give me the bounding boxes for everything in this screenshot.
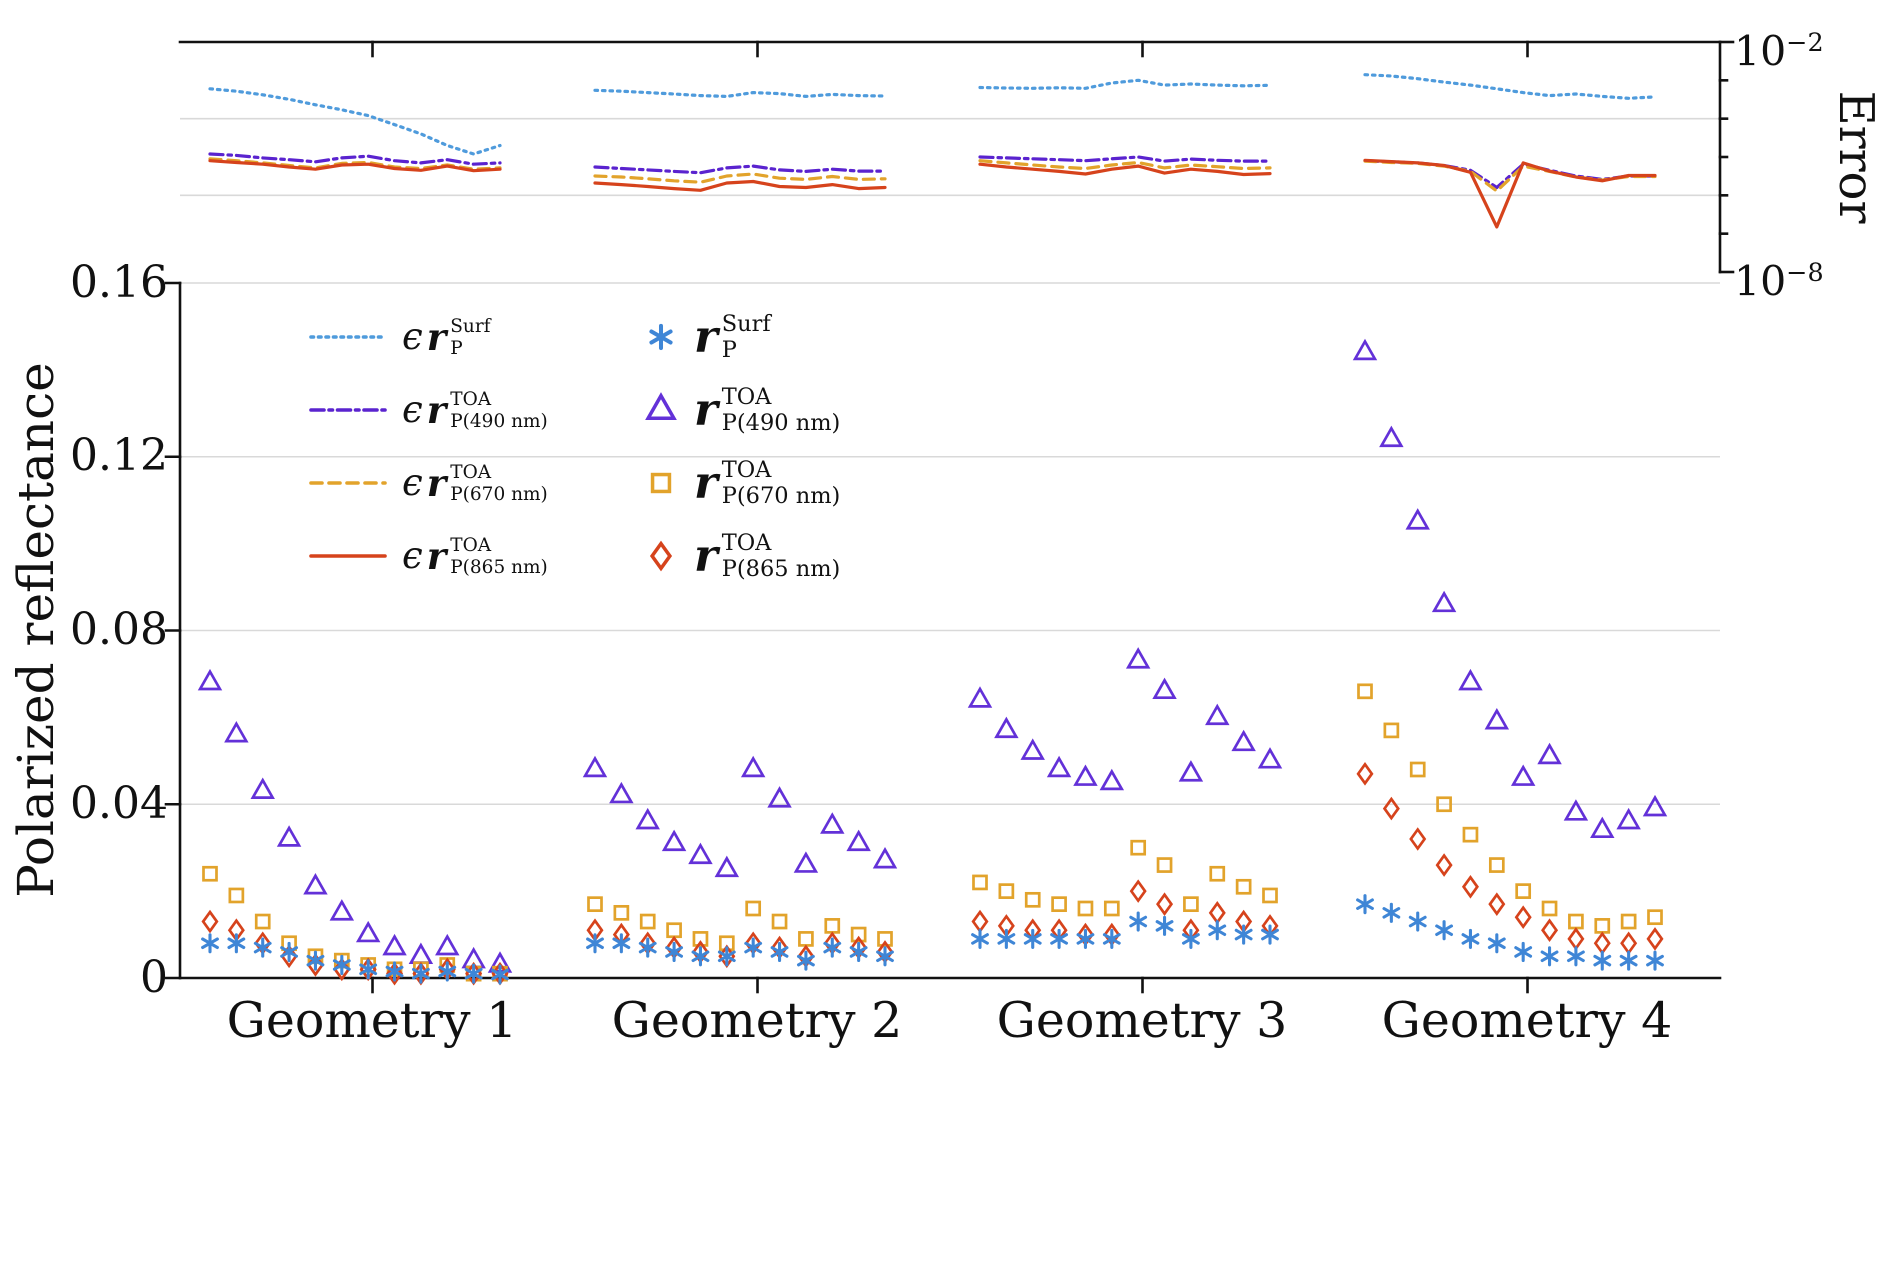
- r-symbol: r: [694, 310, 718, 363]
- r-symbol: r: [694, 529, 718, 582]
- x-tick-label-geometry-2: Geometry 2: [611, 992, 903, 1049]
- asterisk-marker-sample: [649, 323, 673, 350]
- r-symbol: r: [426, 387, 447, 432]
- error-tick-label-1e-8: 10−8: [1734, 244, 1864, 310]
- subscript: P(490 nm): [450, 410, 548, 432]
- legend-label-marker-490: r TOA P(490 nm): [694, 383, 840, 436]
- r-symbol: r: [694, 383, 718, 436]
- subscript: P(670 nm): [721, 482, 841, 509]
- superscript: Surf: [450, 316, 491, 338]
- superscript: TOA: [450, 462, 492, 484]
- legend-item-error-865: ϵ r TOA P(865 nm): [308, 519, 548, 592]
- tick-exponent: −2: [1786, 27, 1824, 57]
- y-tick-label-008: 0.08: [70, 604, 168, 655]
- legend-item-error-490: ϵ r TOA P(490 nm): [308, 373, 548, 446]
- legend-item-error-surf: ϵ r Surf P: [308, 300, 548, 373]
- x-tick-label-geometry-3: Geometry 3: [996, 992, 1288, 1049]
- x-tick-label-geometry-4: Geometry 4: [1381, 992, 1673, 1049]
- subscript: P(490 nm): [721, 409, 841, 436]
- legend-label-error-865: ϵ r TOA P(865 nm): [402, 534, 548, 578]
- superscript: Surf: [721, 310, 771, 337]
- dashed-line-sample: [309, 480, 387, 485]
- r-symbol: r: [426, 533, 447, 578]
- r-symbol: r: [426, 460, 447, 505]
- x-tick-label-geometry-1: Geometry 1: [226, 992, 518, 1049]
- y-tick-label-016: 0.16: [70, 257, 168, 308]
- legend-item-marker-490: r TOA P(490 nm): [642, 373, 840, 446]
- y-tick-label-012: 0.12: [70, 430, 168, 481]
- subscript: P(865 nm): [450, 556, 548, 578]
- r-symbol: r: [426, 314, 447, 359]
- tick-exponent: −8: [1786, 257, 1824, 287]
- legend-label-marker-865: r TOA P(865 nm): [694, 529, 840, 582]
- y-tick-label-0: 0: [140, 952, 168, 1003]
- superscript: TOA: [721, 383, 772, 410]
- error-tick-label-1e-2: 10−2: [1734, 14, 1864, 80]
- superscript: TOA: [721, 456, 772, 483]
- legend-item-error-670: ϵ r TOA P(670 nm): [308, 446, 548, 519]
- y-tick-label-004: 0.04: [70, 778, 168, 829]
- tick-base: 10: [1734, 257, 1787, 306]
- epsilon-symbol: ϵ: [402, 315, 423, 358]
- triangle-marker-sample: [645, 391, 677, 420]
- superscript: TOA: [450, 389, 492, 411]
- legend-label-marker-surf: r Surf P: [694, 310, 771, 363]
- subscript: P(670 nm): [450, 483, 548, 505]
- epsilon-symbol: ϵ: [402, 388, 423, 431]
- tick-base: 10: [1734, 27, 1787, 76]
- subscript: P: [721, 336, 737, 363]
- subscript: P: [450, 337, 463, 359]
- legend-item-marker-surf: r Surf P: [642, 300, 840, 373]
- solid-line-sample: [309, 553, 387, 558]
- superscript: TOA: [721, 529, 772, 556]
- legend-label-error-490: ϵ r TOA P(490 nm): [402, 388, 548, 432]
- legend-item-marker-670: r TOA P(670 nm): [642, 446, 840, 519]
- diamond-marker-sample: [649, 540, 673, 571]
- legend-label-error-670: ϵ r TOA P(670 nm): [402, 461, 548, 505]
- dotted-line-sample: [309, 334, 387, 339]
- epsilon-symbol: ϵ: [402, 461, 423, 504]
- legend-item-marker-865: r TOA P(865 nm): [642, 519, 840, 592]
- legend-label-marker-670: r TOA P(670 nm): [694, 456, 840, 509]
- superscript: TOA: [450, 535, 492, 557]
- legend-markers-column: r Surf P r TOA P(490 nm) r TOA P(670 nm) r TOA P…: [642, 300, 840, 592]
- legend-label-error-surf: ϵ r Surf P: [402, 315, 491, 359]
- subscript: P(865 nm): [721, 555, 841, 582]
- dashdot-line-sample: [309, 407, 387, 412]
- y-axis-label-error: Error: [1828, 90, 1884, 224]
- square-marker-sample: [650, 472, 672, 493]
- epsilon-symbol: ϵ: [402, 534, 423, 577]
- r-symbol: r: [694, 456, 718, 509]
